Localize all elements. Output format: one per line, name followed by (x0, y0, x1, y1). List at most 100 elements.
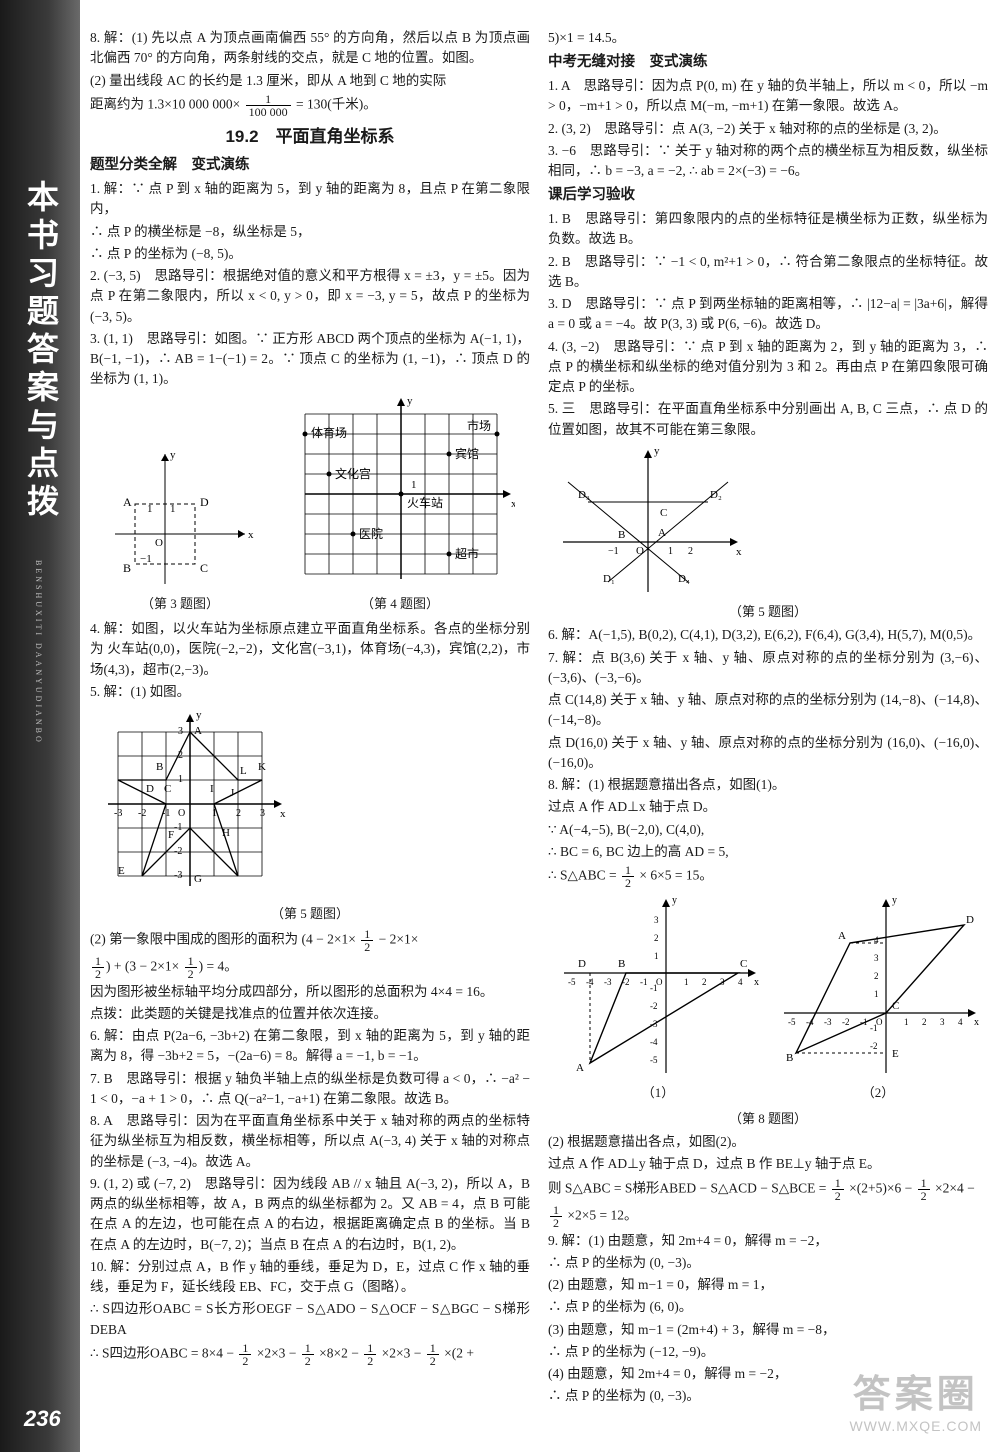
svg-text:−1: −1 (140, 553, 152, 565)
svg-text:-5: -5 (788, 1017, 796, 1027)
svg-text:D: D (200, 495, 209, 509)
svg-text:-1: -1 (640, 977, 648, 987)
kh-q9b: ∴ 点 P 的坐标为 (0, −3)。 (548, 1253, 988, 1273)
text: − 2×1× (379, 931, 419, 946)
carry-over: 5)×1 = 14.5。 (548, 28, 988, 48)
text: 3 − 2×1× (129, 958, 179, 973)
figure-5-right-caption: （第 5 题图） (548, 602, 988, 622)
zk-q2: 2. (3, 2) 思路导引：点 A(3, −2) 关于 x 轴对称的点的坐标是… (548, 119, 988, 139)
kh-q8-part2c: 则 S△ABC = S梯形ABED − S△ACD − S△BCE = 12 ×… (548, 1177, 988, 1202)
fraction: 12 (92, 955, 104, 980)
kh-q9e: (3) 由题意，知 m−1 = (2m+4) + 3，解得 m = −8， (548, 1320, 988, 1340)
kh-q2: 2. B 思路导引：∵ −1 < 0, m²+1 > 0，∴ 符合第二象限点的坐… (548, 252, 988, 293)
svg-text:F: F (168, 829, 174, 841)
figure-8-panel-1: xy -5-4-3-2-1 1234 123 -1-2-3-4-5 O ABCD… (556, 893, 761, 1107)
figure-5-left-caption: （第 5 题图） (90, 904, 530, 924)
svg-text:1: 1 (178, 774, 183, 785)
fraction: 12 (550, 1204, 562, 1229)
svg-text:火车站: 火车站 (407, 495, 443, 510)
svg-text:-2: -2 (870, 1041, 878, 1051)
q1-line2: ∴ 点 P 的横坐标是 −8，纵坐标是 5， (90, 222, 530, 242)
svg-text:1: 1 (874, 989, 879, 999)
sidebar-title: 本书习题答案与点拨 (18, 180, 64, 522)
text: (2) 第一象限中围成的图形的面积为 (90, 931, 298, 946)
watermark-url: WWW.MXQE.COM (849, 1418, 982, 1434)
kh-q8a: 8. 解：(1) 根据题意描出各点，如图(1)。 (548, 775, 988, 795)
svg-text:1: 1 (411, 479, 417, 491)
text: + (114, 958, 125, 973)
kh-q7a: 7. 解：点 B(3,6) 关于 x 轴、y 轴、原点对称的点的坐标分别为 (3… (548, 648, 988, 689)
figure-5-left: xy -3-2-1 123 123 -1-2-3 O ABC DEF GHI J… (90, 704, 530, 924)
figure-4: xy 1 体育场 市场 宾馆 文化宫 火车站 医院 超市 （第 4 题图） (285, 394, 515, 618)
watermark-text: 答案圈 (849, 1363, 982, 1418)
svg-text:D₃: D₃ (578, 489, 590, 501)
svg-text:C: C (892, 1000, 899, 1012)
svg-text:A: A (658, 527, 666, 539)
q9: 9. (1, 2) 或 (−7, 2) 思路导引：因为线段 AB // x 轴且… (90, 1174, 530, 1255)
q5-part1: 5. 解：(1) 如图。 (90, 682, 530, 702)
svg-text:O: O (876, 1017, 883, 1027)
text: ×2×4 − (935, 1180, 975, 1195)
svg-text:1: 1 (668, 546, 673, 557)
svg-text:K: K (258, 761, 266, 773)
svg-text:y: y (892, 895, 897, 906)
q8-part3: 距离约为 1.3×10 000 000× 1100 000 = 130(千米)。 (90, 93, 530, 118)
svg-text:D₂: D₂ (710, 489, 722, 501)
kh-q5: 5. 三 思路导引：在平面直角坐标系中分别画出 A, B, C 三点，∴ 点 D… (548, 399, 988, 440)
svg-text:x: x (511, 498, 515, 510)
svg-text:L: L (240, 765, 247, 777)
fraction: 12 (239, 1342, 251, 1367)
kh-q3: 3. D 思路导引：∵ 点 P 到两坐标轴的距离相等，∴ |12−a| = |3… (548, 294, 988, 335)
left-column: 8. 解：(1) 先以点 A 为顶点画南偏西 55° 的方向角，然后以点 B 为… (90, 28, 530, 1428)
svg-text:2: 2 (688, 546, 693, 557)
svg-text:C: C (660, 507, 667, 519)
kh-q8c: ∵ A(−4,−5), B(−2,0), C(4,0), (548, 820, 988, 840)
svg-text:医院: 医院 (359, 527, 383, 541)
kh-q4: 4. (3, −2) 思路导引：∵ 点 P 到 x 轴的距离为 2，到 y 轴的… (548, 337, 988, 398)
svg-text:E: E (892, 1048, 899, 1060)
svg-text:D₁: D₁ (603, 573, 615, 585)
svg-text:x: x (248, 529, 254, 541)
text: 则 S△ABC = S梯形ABED − S△ACD − S△BCE = (548, 1180, 830, 1195)
text: ×2×3 − (257, 1345, 300, 1360)
text: 4 − 2×1× (306, 931, 356, 946)
q8-part2: (2) 量出线段 AC 的长约是 1.3 厘米，即从 A 地到 C 地的实际 (90, 71, 530, 91)
q10b: ∴ S四边形OABC = S长方形OEGF − S△ADO − S△OCF − … (90, 1299, 530, 1340)
svg-text:宾馆: 宾馆 (455, 446, 479, 461)
svg-text:y: y (170, 449, 176, 461)
svg-text:-2: -2 (174, 846, 182, 857)
svg-text:O: O (155, 537, 163, 549)
svg-text:4: 4 (738, 977, 743, 987)
figure-3: x y O 1 1 −1 A D B C （第 3 题图） (105, 444, 255, 618)
svg-text:3: 3 (874, 953, 879, 963)
svg-text:y: y (407, 395, 413, 407)
kh-q8e: ∴ S△ABC = 12 × 6×5 = 15。 (548, 864, 988, 889)
kh-q8-part2a: (2) 根据题意描出各点，如图(2)。 (548, 1132, 988, 1152)
svg-text:4: 4 (958, 1017, 963, 1027)
svg-text:-5: -5 (568, 977, 576, 987)
text: = 130(千米)。 (296, 96, 377, 111)
svg-text:-3: -3 (174, 870, 182, 881)
text: ×2×5 = 12。 (567, 1207, 637, 1222)
fraction: 12 (832, 1177, 844, 1202)
svg-text:y: y (196, 709, 202, 721)
svg-text:2: 2 (874, 971, 879, 981)
figure-8-panel-2: xy -5-4-3-2-1 1234 1234 -1-2 O ABCDE (776, 893, 981, 1107)
kh-q7c: 点 D(16,0) 关于 x 轴、y 轴、原点对称的点的坐标分别为 (16,0)… (548, 733, 988, 774)
figure-row-3-4: x y O 1 1 −1 A D B C （第 3 题图） (90, 394, 530, 618)
svg-text:x: x (754, 977, 759, 988)
svg-text:H: H (222, 827, 230, 839)
svg-text:2: 2 (922, 1017, 927, 1027)
q4: 4. 解：如图，以火车站为坐标原点建立平面直角坐标系。各点的坐标分别为 火车站(… (90, 619, 530, 680)
page-number: 236 (24, 1406, 61, 1432)
svg-text:-2: -2 (138, 808, 146, 819)
figure-8-caption: （第 8 题图） (548, 1109, 988, 1129)
svg-text:D: D (578, 958, 586, 970)
svg-text:市场: 市场 (467, 418, 491, 433)
svg-text:I: I (210, 783, 214, 795)
svg-text:B: B (123, 561, 131, 575)
svg-text:-3: -3 (604, 977, 612, 987)
svg-text:1: 1 (684, 977, 689, 987)
text: 距离约为 1.3×10 000 000× (90, 96, 240, 111)
svg-text:-5: -5 (650, 1055, 658, 1065)
